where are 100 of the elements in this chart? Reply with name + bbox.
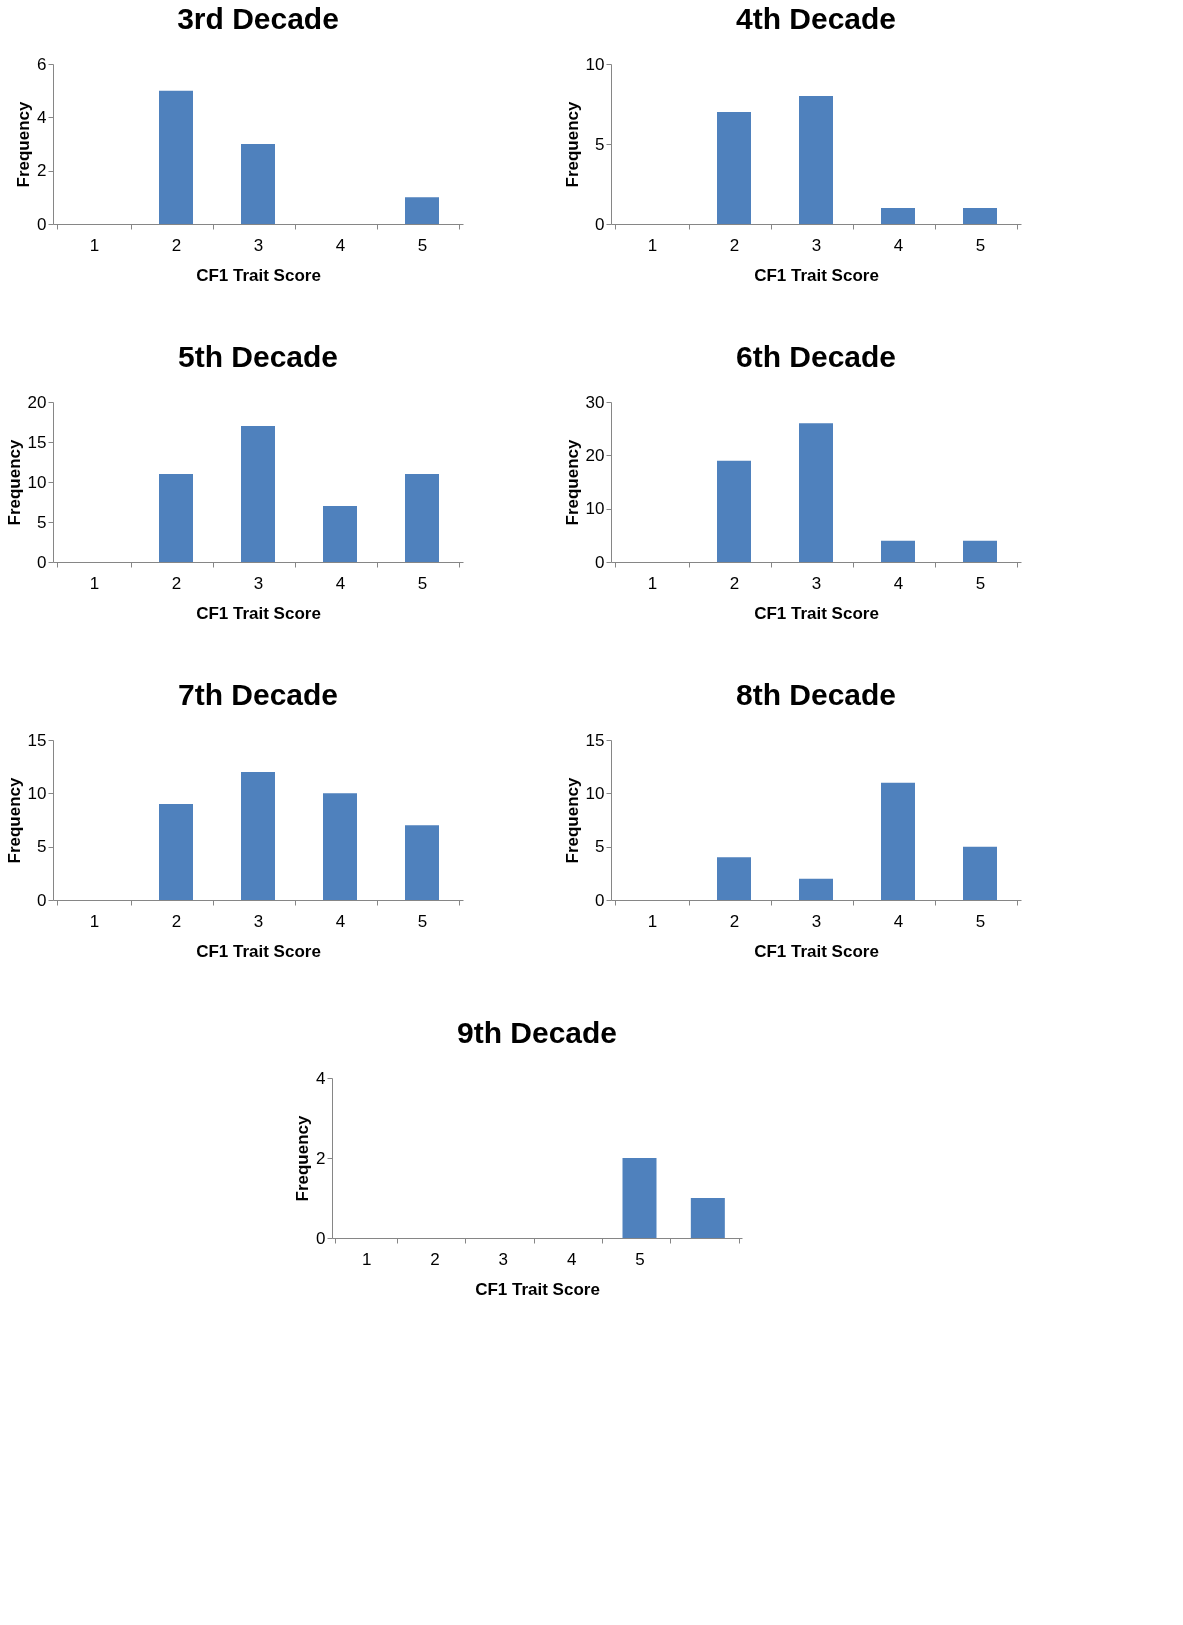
y-tick-label: 10 (585, 54, 605, 74)
x-tick-label: 2 (171, 235, 182, 255)
bar (799, 878, 833, 900)
x-tick-label: 2 (729, 911, 740, 931)
y-tick-label: 4 (316, 1068, 326, 1088)
x-tick-label: 5 (975, 235, 986, 255)
y-tick-label: 6 (37, 54, 47, 74)
y-axis-title: Frequency (562, 776, 582, 864)
bar (881, 782, 915, 900)
x-axis-title: CF1 Trait Score (196, 603, 321, 623)
x-tick-label: 3 (253, 235, 264, 255)
bar (323, 793, 357, 900)
bar (963, 846, 997, 900)
x-tick-label: 4 (335, 235, 346, 255)
bar (241, 144, 275, 224)
x-tick-label: 5 (635, 1249, 645, 1269)
x-tick-label: 3 (811, 573, 822, 593)
y-tick-label: 10 (27, 783, 47, 803)
x-tick-label: 4 (893, 573, 904, 593)
y-tick-label: 0 (595, 890, 605, 910)
y-axis-title: Frequency (14, 100, 34, 188)
y-tick-label: 5 (595, 837, 605, 857)
y-tick-label: 10 (585, 783, 605, 803)
bar (717, 112, 751, 224)
x-tick-label: 4 (893, 911, 904, 931)
chart-title: 5th Decade (177, 340, 339, 373)
y-tick-label: 10 (27, 472, 47, 492)
bar (405, 474, 439, 562)
bar (799, 96, 833, 224)
y-tick-label: 4 (37, 107, 47, 127)
y-axis-title: Frequency (562, 438, 582, 526)
x-tick-label: 2 (171, 573, 182, 593)
y-tick-label: 20 (585, 445, 605, 465)
y-tick-label: 5 (37, 512, 47, 532)
chart-title: 4th Decade (735, 2, 897, 35)
y-tick-label: 15 (27, 730, 47, 750)
x-tick-label: 1 (647, 573, 658, 593)
bar (405, 197, 439, 224)
y-tick-label: 20 (27, 392, 47, 412)
x-axis-title: CF1 Trait Score (196, 265, 321, 285)
x-axis-title: CF1 Trait Score (754, 941, 879, 961)
y-tick-label: 0 (37, 890, 47, 910)
x-tick-label: 2 (729, 573, 740, 593)
chart-title: 8th Decade (735, 678, 897, 711)
x-axis-title: CF1 Trait Score (475, 1279, 600, 1299)
bar (963, 208, 997, 224)
y-tick-label: 0 (316, 1228, 326, 1248)
x-tick-label: 2 (430, 1249, 440, 1269)
chart-title: 3rd Decade (177, 2, 339, 35)
x-axis-title: CF1 Trait Score (754, 603, 879, 623)
y-tick-label: 15 (585, 730, 605, 750)
y-tick-label: 10 (585, 499, 605, 519)
chart-title: 9th Decade (456, 1016, 618, 1049)
x-tick-label: 5 (417, 235, 428, 255)
y-tick-label: 5 (37, 837, 47, 857)
y-axis-title: Frequency (293, 1114, 313, 1202)
bar (159, 474, 193, 562)
bar (717, 460, 751, 562)
x-tick-label: 1 (647, 235, 658, 255)
bar (799, 423, 833, 562)
x-tick-label: 3 (253, 911, 264, 931)
y-tick-label: 0 (37, 552, 47, 572)
x-axis-title: CF1 Trait Score (754, 265, 879, 285)
x-tick-label: 1 (89, 235, 100, 255)
y-axis-title: Frequency (4, 776, 24, 864)
x-tick-label: 4 (335, 911, 346, 931)
chart-title: 7th Decade (177, 678, 339, 711)
y-axis-title: Frequency (562, 100, 582, 188)
x-tick-label: 5 (975, 573, 986, 593)
x-tick-label: 2 (729, 235, 740, 255)
bar (159, 90, 193, 224)
x-tick-label: 1 (89, 573, 100, 593)
x-tick-label: 5 (975, 911, 986, 931)
x-tick-label: 2 (171, 911, 182, 931)
bar (963, 540, 997, 562)
y-tick-label: 5 (595, 134, 605, 154)
x-tick-label: 3 (498, 1249, 509, 1269)
x-tick-label: 3 (811, 235, 822, 255)
x-tick-label: 5 (417, 911, 428, 931)
bar (405, 825, 439, 900)
y-tick-label: 0 (37, 214, 47, 234)
x-tick-label: 3 (253, 573, 264, 593)
y-tick-label: 0 (595, 214, 605, 234)
bar (323, 506, 357, 562)
y-tick-label: 2 (316, 1148, 326, 1168)
y-axis-title: Frequency (4, 438, 24, 526)
chart-title: 6th Decade (735, 340, 897, 373)
x-tick-label: 4 (335, 573, 346, 593)
x-axis-title: CF1 Trait Score (196, 941, 321, 961)
x-tick-label: 1 (361, 1249, 372, 1269)
x-tick-label: 4 (893, 235, 904, 255)
bar (881, 540, 915, 562)
x-tick-label: 1 (89, 911, 100, 931)
y-tick-label: 2 (37, 161, 47, 181)
x-tick-label: 5 (417, 573, 428, 593)
bar (881, 208, 915, 224)
x-tick-label: 1 (647, 911, 658, 931)
x-tick-label: 4 (566, 1249, 577, 1269)
x-tick-label: 3 (811, 911, 822, 931)
y-tick-label: 30 (585, 392, 605, 412)
